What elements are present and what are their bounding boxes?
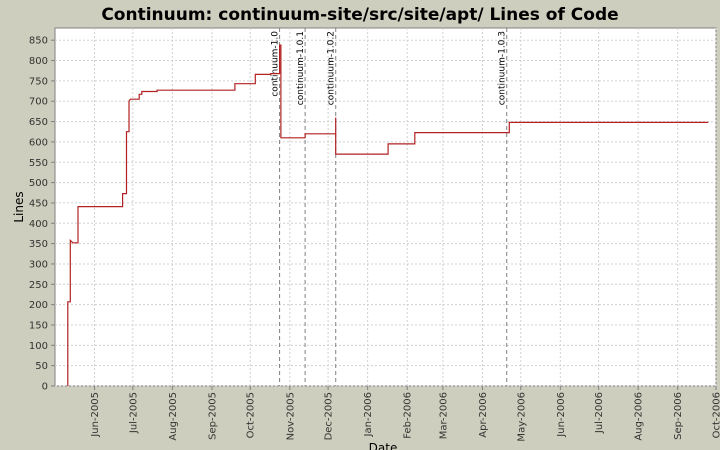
x-tick-label: Aug-2006 <box>634 392 645 441</box>
x-tick-label: Nov-2005 <box>285 392 296 440</box>
y-tick-label: 550 <box>29 158 48 169</box>
x-tick-label: Jun-2005 <box>90 392 101 438</box>
x-tick-label: Jul-2005 <box>128 392 139 434</box>
x-tick-label: Jan-2006 <box>363 392 374 437</box>
release-marker-label: continuum-1.0 <box>271 31 281 97</box>
y-tick-label: 500 <box>29 178 48 189</box>
y-tick-label: 100 <box>29 341 48 352</box>
y-tick-label: 400 <box>29 219 48 230</box>
y-tick-label: 250 <box>29 280 48 291</box>
y-tick-label: 450 <box>29 198 48 209</box>
x-tick-label: Apr-2006 <box>478 392 489 438</box>
series-group <box>67 44 709 386</box>
y-tick-label: 350 <box>29 239 48 250</box>
y-tick-label: 850 <box>29 36 48 47</box>
y-tick-label: 0 <box>42 382 48 393</box>
y-axis-ticks: 0 50 100 150 200 250 300 350 400 450 500 550 600 650 7… <box>29 36 55 393</box>
y-tick-label: 650 <box>29 117 48 128</box>
y-tick-label: 200 <box>29 300 48 311</box>
x-tick-label: Sep-2005 <box>207 392 218 440</box>
y-tick-label: 300 <box>29 259 48 270</box>
plot-area <box>54 27 717 387</box>
x-axis-ticks: Jun-2005 Jul-2005 Aug-2005 Sep-2005 Oct-2005… <box>90 386 720 442</box>
x-tick-label: Sep-2006 <box>673 392 684 440</box>
x-axis-label: Date <box>369 441 398 450</box>
x-tick-label: May-2006 <box>516 392 527 442</box>
x-tick-label: Dec-2005 <box>324 392 335 440</box>
release-marker-label: continuum-1.0.3 <box>498 31 508 105</box>
x-tick-label: Oct-2005 <box>246 392 257 438</box>
x-tick-label: Aug-2005 <box>168 392 179 441</box>
y-tick-label: 600 <box>29 137 48 148</box>
x-tick-label: Jun-2006 <box>556 392 567 438</box>
series-line <box>67 44 709 386</box>
y-tick-label: 150 <box>29 320 48 331</box>
x-tick-label: Oct-2006 <box>712 392 720 438</box>
release-marker-label: continuum-1.0.1 <box>296 31 306 105</box>
release-marker-label: continuum-1.0.2 <box>327 31 337 105</box>
release-markers: continuum-1.0 continuum-1.0.1 continuum-1.… <box>271 28 508 386</box>
x-tick-label: Jul-2006 <box>594 392 605 434</box>
y-tick-label: 800 <box>29 56 48 67</box>
chart-title: Continuum: continuum-site/src/site/apt/ … <box>101 5 618 25</box>
y-tick-label: 50 <box>35 361 48 372</box>
x-tick-label: Mar-2006 <box>438 392 449 439</box>
x-tick-label: Feb-2006 <box>403 392 414 439</box>
y-tick-label: 750 <box>29 76 48 87</box>
y-tick-label: 700 <box>29 97 48 108</box>
y-axis-label: Lines <box>12 191 26 222</box>
